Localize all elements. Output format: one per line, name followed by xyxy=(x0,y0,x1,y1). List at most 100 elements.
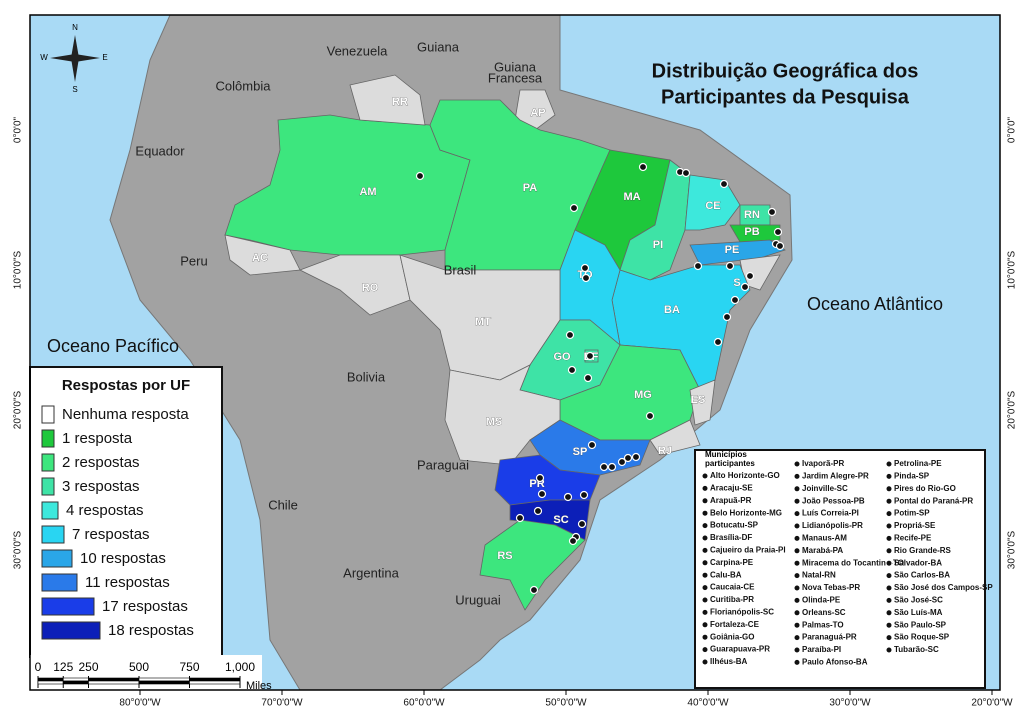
municipality-dot xyxy=(568,536,578,546)
state-label: AC xyxy=(252,252,268,264)
latitude-label: 10°0'0"S xyxy=(1007,250,1018,289)
legend-swatch xyxy=(41,429,55,448)
municipality-name: São Carlos-BA xyxy=(894,571,950,580)
municipality-name: Goiânia-GO xyxy=(710,632,754,641)
municipality-bullet xyxy=(793,646,801,654)
scale-label: 750 xyxy=(179,660,199,674)
municipality-title: participantes xyxy=(705,459,755,468)
compass-letter: N xyxy=(72,23,78,32)
latitude-label: 30°0'0"S xyxy=(13,530,24,569)
municipality-bullet xyxy=(701,472,709,480)
municipality-name: Recife-PE xyxy=(894,534,932,543)
municipality-name: Miracema do Tocantins-TO xyxy=(802,558,904,567)
municipality-name: Guarapuava-PR xyxy=(710,645,770,654)
municipality-bullet xyxy=(793,534,801,542)
municipality-list: Alto Horizonte-GO Aracaju-SE Arapuã-PR Belo… xyxy=(701,459,993,667)
municipality-bullet xyxy=(701,646,709,654)
municipality-name: Ivaporã-PR xyxy=(802,459,844,468)
municipality-name: Paulo Afonso-BA xyxy=(802,658,868,667)
municipality-bullet xyxy=(701,571,709,579)
country-label: Chile xyxy=(268,497,298,512)
country-label: Brasil xyxy=(444,262,477,277)
state-shape xyxy=(224,234,301,276)
municipality-dot xyxy=(579,490,589,500)
municipality-bullet xyxy=(701,509,709,517)
legend-swatch xyxy=(41,525,65,544)
municipality-name: Palmas-TO xyxy=(802,620,844,629)
municipality-bullet xyxy=(885,485,893,493)
state-label: MT xyxy=(475,316,491,328)
state-label: PE xyxy=(725,244,740,256)
legend-swatch xyxy=(41,597,95,616)
municipality-bullet xyxy=(701,534,709,542)
municipality-title: Municípios xyxy=(705,450,747,459)
state-label: PB xyxy=(744,226,759,238)
scale-segment xyxy=(88,680,140,685)
municipality-dot xyxy=(638,162,648,172)
municipality-bullet xyxy=(793,634,801,642)
legend-label: 10 respostas xyxy=(80,550,166,567)
state-label: RO xyxy=(362,282,379,294)
municipality-dot xyxy=(569,203,579,213)
municipality-dot xyxy=(719,179,729,189)
municipality-name: Pontal do Paraná-PR xyxy=(894,496,973,505)
legend-label: 17 respostas xyxy=(102,598,188,615)
scale-segment xyxy=(62,677,89,682)
compass: N S E W xyxy=(40,23,107,94)
municipality-name: Natal-RN xyxy=(802,571,836,580)
municipality-name: Tubarão-SC xyxy=(894,645,939,654)
municipality-bullet xyxy=(701,497,709,505)
municipality-dot xyxy=(567,365,577,375)
municipality-dot xyxy=(631,452,641,462)
municipality-dot xyxy=(725,261,735,271)
state-shape xyxy=(479,519,586,611)
municipality-name: Luís Correia-PI xyxy=(802,509,859,518)
legend-swatch xyxy=(41,501,59,520)
state-shape xyxy=(689,239,786,266)
state-label: BA xyxy=(664,304,680,316)
municipality-dot xyxy=(537,489,547,499)
municipality-bullet xyxy=(885,596,893,604)
municipality-dot xyxy=(745,271,755,281)
municipality-bullet xyxy=(701,658,709,666)
municipality-dot xyxy=(583,373,593,383)
longitude-label: 70°0'0"W xyxy=(261,698,303,709)
municipality-bullet xyxy=(793,460,801,468)
municipality-bullet xyxy=(793,596,801,604)
municipality-name: Ilhéus-BA xyxy=(710,657,748,666)
country-label: Guiana xyxy=(417,39,460,54)
state-label: RN xyxy=(744,209,760,221)
municipality-bullet xyxy=(701,596,709,604)
municipality-name: Petrolina-PE xyxy=(894,459,942,468)
latitude-label: 30°0'0"S xyxy=(1007,530,1018,569)
state-label: MG xyxy=(634,389,652,401)
coordinates: 80°0'0"W 70°0'0"W 60°0'0"W 50°0'0"W 40°0'0"W… xyxy=(13,14,1018,709)
municipality-bullet xyxy=(885,572,893,580)
state-label: MS xyxy=(486,416,503,428)
municipality-bullet xyxy=(701,621,709,629)
longitude-label: 60°0'0"W xyxy=(403,698,445,709)
municipality-bullet xyxy=(701,608,709,616)
municipality-bullet xyxy=(701,584,709,592)
municipality-bullet xyxy=(885,534,893,542)
municipality-bullet xyxy=(793,547,801,555)
municipality-name: Manaus-AM xyxy=(802,534,847,543)
legend-swatch xyxy=(41,549,73,568)
municipality-dot xyxy=(415,171,425,181)
municipality-dot xyxy=(645,411,655,421)
map-frame xyxy=(29,14,1001,691)
legend-swatch xyxy=(41,573,78,592)
municipality-bullet xyxy=(885,497,893,505)
country-label: Bolivia xyxy=(347,369,386,384)
municipality-bullet xyxy=(885,547,893,555)
legend-swatch xyxy=(41,621,101,640)
municipality-name: Marabá-PA xyxy=(802,546,843,555)
state-label: PI xyxy=(653,239,663,251)
municipality-dot xyxy=(623,453,633,463)
country-label: Venezuela xyxy=(327,43,388,58)
state-label: CE xyxy=(705,200,720,212)
municipality-bullet xyxy=(793,485,801,493)
municipality-box xyxy=(694,449,986,689)
scale-bar: 0 125 250 500 750 1,000 Miles xyxy=(35,660,273,692)
scale-segment xyxy=(138,677,190,682)
